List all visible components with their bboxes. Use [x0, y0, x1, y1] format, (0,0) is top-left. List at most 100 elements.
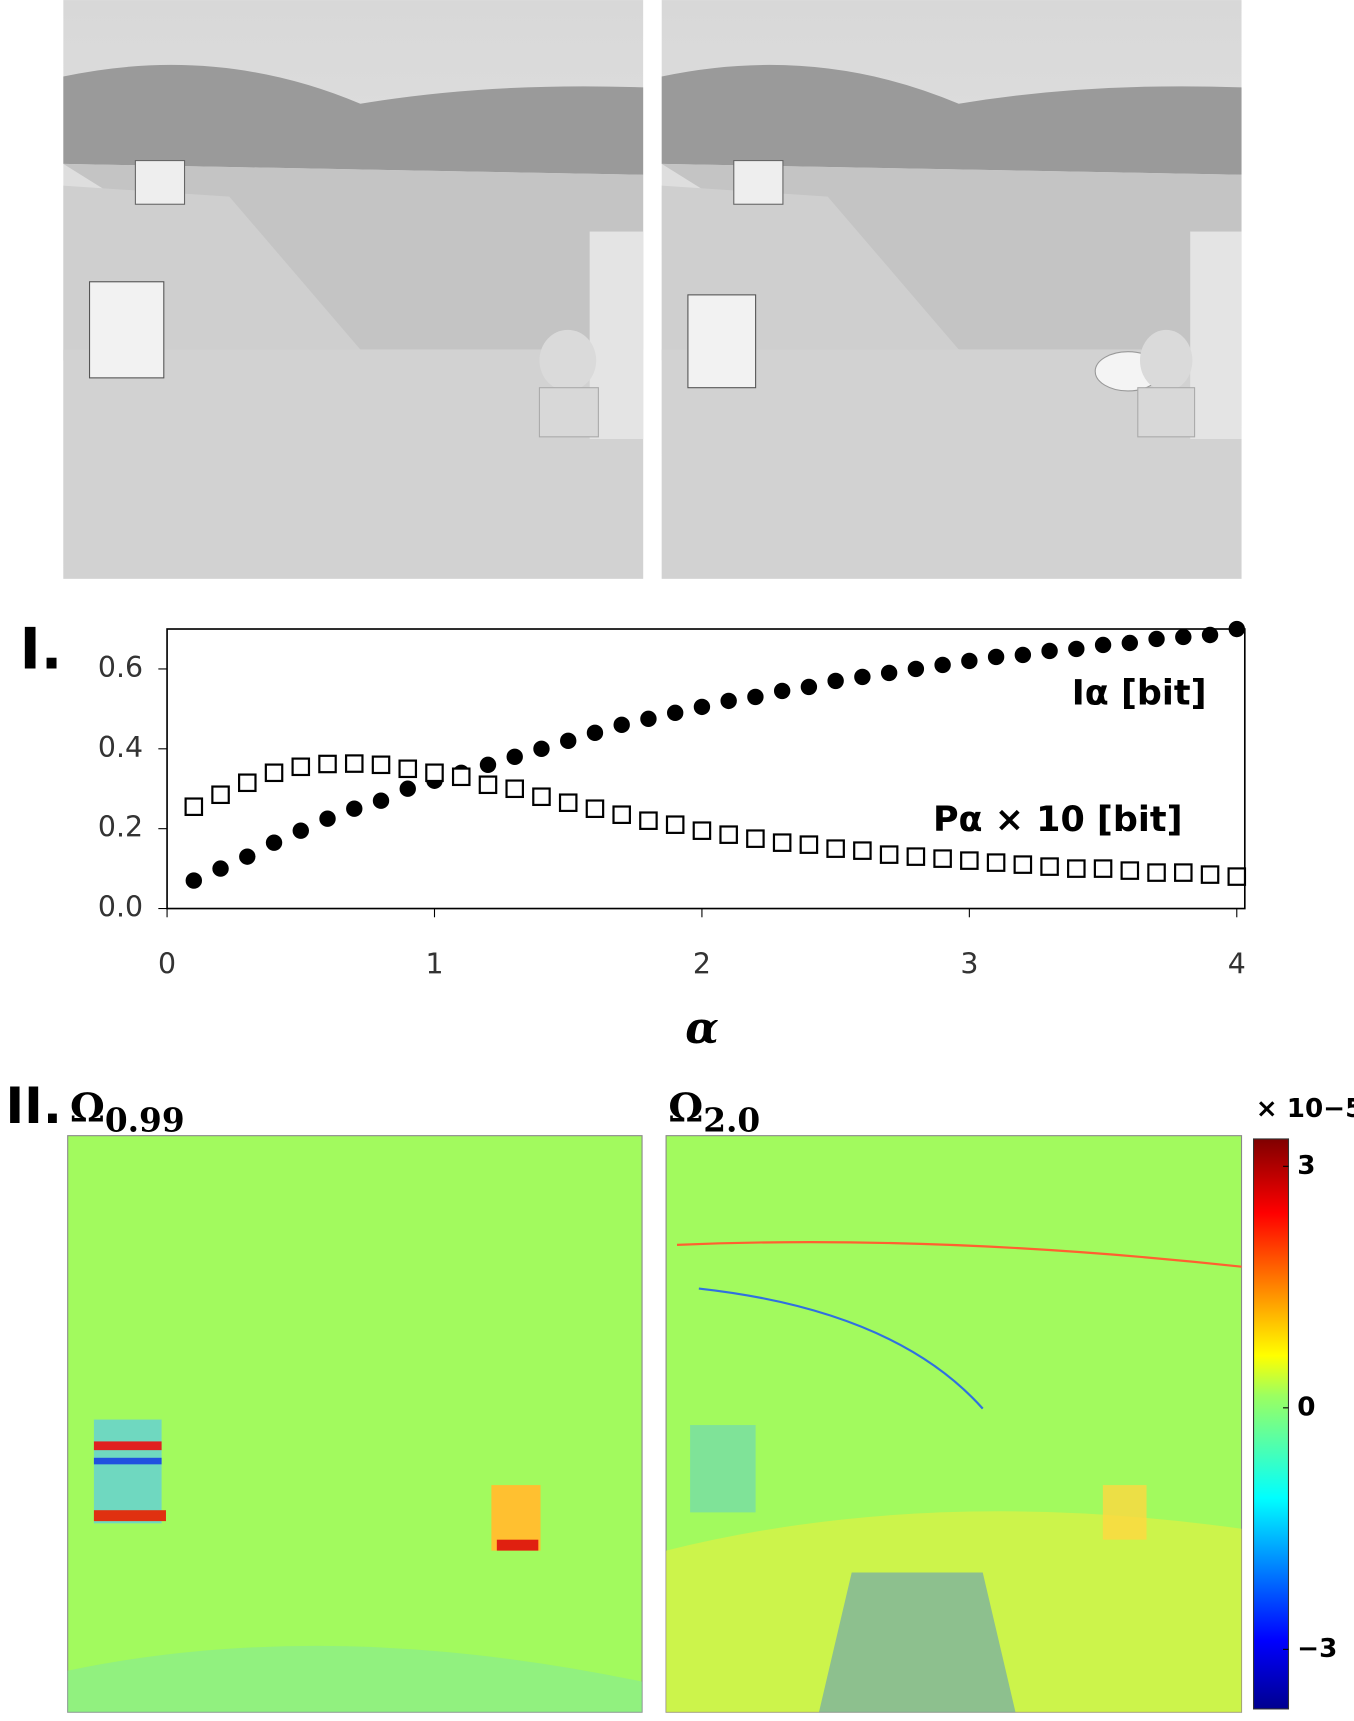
point [1067, 859, 1086, 878]
point [986, 853, 1006, 872]
point [880, 664, 898, 682]
point [612, 805, 631, 824]
point [398, 759, 418, 779]
point [613, 716, 630, 734]
point [1040, 857, 1059, 876]
point [692, 821, 712, 840]
point [772, 833, 792, 852]
colorbar-tick-label: −3 [1297, 1634, 1337, 1664]
y-tick-label: 0.4 [98, 731, 143, 764]
point [1147, 863, 1166, 882]
point [746, 829, 765, 848]
point [987, 648, 1005, 666]
point [1228, 620, 1245, 638]
point [1041, 642, 1058, 660]
point [1148, 630, 1165, 648]
point [747, 688, 764, 706]
point [586, 724, 604, 742]
symbol: Ω [70, 1086, 105, 1132]
x-tick-label: 3 [960, 947, 978, 980]
point [560, 732, 577, 750]
point [344, 754, 364, 773]
y-tick-label: 0.2 [98, 811, 143, 844]
subscript: 0.99 [105, 1101, 185, 1140]
point [239, 848, 256, 865]
point [800, 678, 818, 696]
series-label: Iα [bit] [1072, 674, 1207, 714]
point [558, 793, 578, 813]
x-tick-label: 1 [425, 947, 443, 980]
point [1227, 867, 1247, 886]
point [533, 740, 550, 758]
point [291, 757, 311, 777]
point [479, 756, 497, 773]
point [799, 835, 819, 854]
point [1094, 636, 1112, 654]
point [1201, 626, 1219, 644]
x-tick-label: 0 [158, 947, 176, 980]
point [585, 799, 605, 818]
point [640, 710, 657, 728]
point [372, 792, 390, 809]
point [1121, 634, 1139, 652]
point [451, 767, 471, 787]
point [265, 834, 283, 851]
point [211, 785, 230, 805]
point [719, 825, 738, 844]
point [478, 775, 498, 795]
point [185, 872, 202, 889]
point [1014, 646, 1032, 664]
point [854, 668, 871, 686]
plot-frame [166, 628, 1246, 910]
point [773, 682, 791, 700]
point [961, 652, 978, 670]
point [184, 797, 204, 816]
point [960, 851, 979, 870]
point [371, 755, 391, 775]
point [506, 748, 523, 765]
y-tick-label: 0.0 [98, 891, 143, 924]
point [346, 800, 363, 817]
point [693, 698, 711, 716]
x-tick-label: 4 [1228, 947, 1246, 980]
point [425, 763, 444, 783]
heatmap-left [67, 1135, 643, 1713]
x-axis-label: α [685, 1003, 719, 1054]
point [826, 839, 845, 858]
point [907, 660, 925, 678]
symbol: Ω [668, 1086, 703, 1132]
colorbar-multiplier: × 10−5 [1256, 1094, 1354, 1124]
panel-label: I. [20, 617, 63, 683]
point [934, 656, 951, 674]
point [1068, 640, 1085, 658]
series-label: Pα × 10 [bit] [933, 800, 1183, 840]
point [319, 810, 336, 827]
point [318, 754, 337, 774]
point [292, 822, 309, 839]
point [532, 787, 551, 807]
colorbar-tick-label: 0 [1297, 1392, 1315, 1422]
point [1200, 865, 1220, 884]
map-title: Ω0.99 [70, 1086, 185, 1140]
point [639, 811, 658, 830]
point [1013, 855, 1033, 874]
photo-right [661, 0, 1242, 579]
y-tick-label: 0.6 [98, 651, 143, 684]
point [853, 841, 872, 860]
point [505, 779, 525, 799]
point [1175, 628, 1192, 646]
point [933, 849, 952, 868]
point [399, 780, 416, 797]
map-title: Ω2.0 [668, 1086, 760, 1140]
point [1093, 859, 1113, 878]
heatmap-right [665, 1135, 1243, 1713]
point [666, 704, 684, 722]
point [879, 845, 899, 864]
colorbar-tick-label: 3 [1297, 1151, 1315, 1181]
panel-label: II. [5, 1076, 61, 1135]
colorbar [1252, 1138, 1290, 1710]
photo-left [63, 0, 644, 579]
point [1174, 863, 1193, 882]
point [827, 672, 844, 690]
